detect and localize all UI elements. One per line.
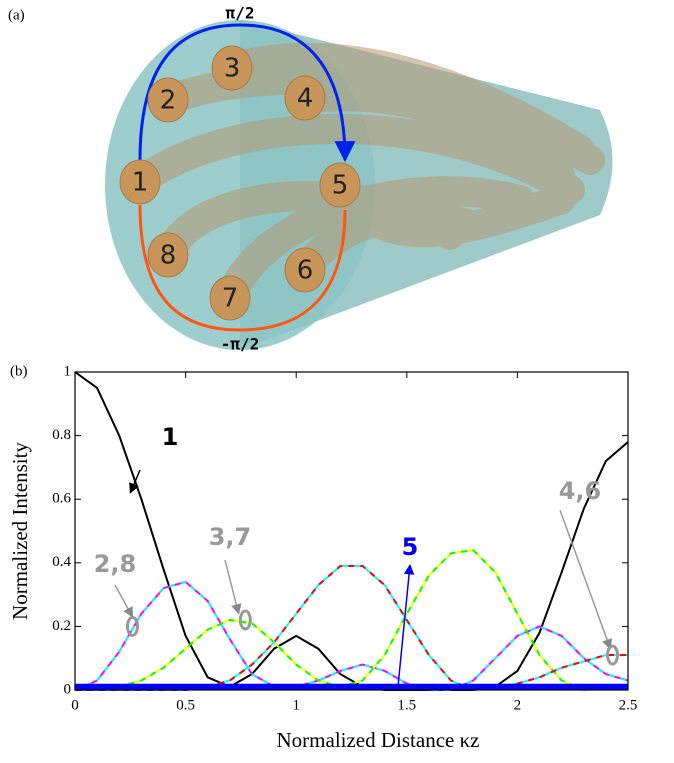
series-line-dash xyxy=(75,549,628,692)
core-label: 7 xyxy=(222,284,239,314)
panel-label: (a) xyxy=(8,7,25,23)
annotation-label: 3,7 xyxy=(209,523,252,551)
annotation-ring xyxy=(126,615,140,637)
core-label: 6 xyxy=(297,256,314,286)
core xyxy=(147,77,189,123)
annotation-label: 1 xyxy=(162,423,179,451)
annotation-arrow xyxy=(129,469,141,494)
series-line xyxy=(74,580,629,691)
annotation-arrow xyxy=(114,584,134,618)
annotation-label: 4,6 xyxy=(559,477,602,505)
core-label: 3 xyxy=(224,54,241,84)
x-axis-label: Normalized Distance κz xyxy=(277,728,480,752)
phase-arc-top xyxy=(138,23,356,163)
y-tick-label: 0.8 xyxy=(52,427,71,443)
core xyxy=(209,275,251,321)
fiber-illustration: (a) π/2 -π/2 1 2 3 4 5 6 7 8 xyxy=(8,4,613,354)
y-tick-label: 0.4 xyxy=(52,554,71,570)
core xyxy=(284,247,326,293)
x-tick-label: 0 xyxy=(71,697,79,713)
core xyxy=(211,45,253,91)
plot-frame xyxy=(74,371,629,691)
x-tick-label: 1.5 xyxy=(397,697,416,713)
core-label: 4 xyxy=(297,84,314,114)
annotation-label: 5 xyxy=(402,533,419,561)
annotation-ring xyxy=(238,609,252,631)
y-tick-label: 1 xyxy=(64,363,72,379)
x-tick-label: 1 xyxy=(292,697,300,713)
core-label: 8 xyxy=(160,241,177,271)
series-line-dash xyxy=(75,565,628,692)
core xyxy=(284,75,326,121)
phase-label: -π/2 xyxy=(221,335,260,354)
phase-arc-bottom xyxy=(138,204,347,332)
annotation-ring xyxy=(606,644,620,666)
phase-label: π/2 xyxy=(226,4,255,23)
annotation-arrow xyxy=(559,509,613,650)
core-label: 1 xyxy=(132,168,149,198)
series-line xyxy=(74,371,629,691)
core-tubes xyxy=(125,42,605,313)
annotation-label: 2,8 xyxy=(94,550,137,578)
x-tick-label: 2.5 xyxy=(619,697,638,713)
x-tick-label: 0.5 xyxy=(176,697,195,713)
annotation-arrow xyxy=(224,559,242,615)
y-axis-label: Normalized Intensity xyxy=(8,442,32,620)
core xyxy=(119,159,161,205)
core xyxy=(319,162,361,208)
plot-area xyxy=(75,372,628,690)
annotation-arrow xyxy=(397,563,415,687)
x-tick-label: 2 xyxy=(514,697,522,713)
y-tick-label: 0 xyxy=(64,681,72,697)
panel-label: (b) xyxy=(10,363,28,379)
core-label: 2 xyxy=(160,86,177,116)
y-tick-label: 0.2 xyxy=(52,618,71,634)
core-label: 5 xyxy=(332,171,349,201)
y-tick-label: 0.6 xyxy=(52,491,71,507)
core xyxy=(147,232,189,278)
